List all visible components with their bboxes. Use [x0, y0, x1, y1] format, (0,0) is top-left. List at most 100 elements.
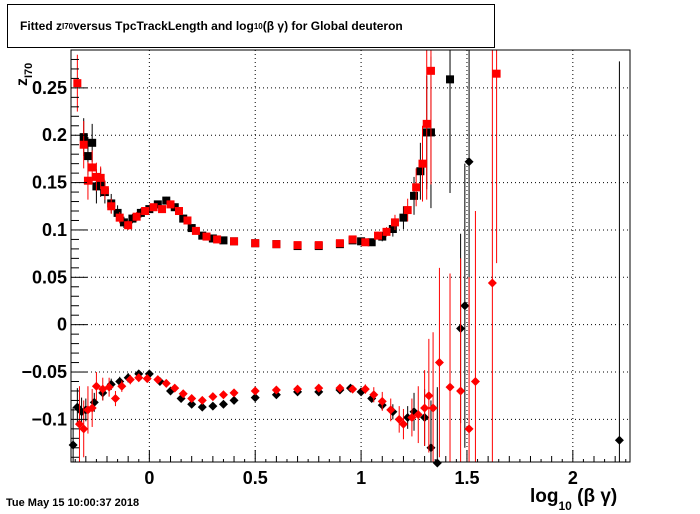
x-axis-label-sub: 10	[558, 499, 572, 513]
data-point-square	[136, 208, 145, 217]
data-point-square	[191, 226, 200, 235]
data-point-diamond	[428, 403, 438, 413]
data-point-square	[335, 239, 344, 248]
y-tick-label: −0.05	[21, 362, 67, 382]
data-point-square	[446, 75, 455, 84]
y-tick-label: 0.1	[42, 220, 67, 240]
data-point-square	[410, 191, 419, 200]
data-point-square	[79, 140, 88, 149]
data-point-square	[179, 214, 188, 223]
axes: 0 0.5 1 1.5 2 −0.1 −0.05 0 0.05 0.1 0.15 0.2 0.25	[21, 58, 627, 488]
data-point-square	[416, 167, 425, 176]
data-point-square	[198, 231, 207, 240]
data-point-square	[100, 186, 109, 195]
y-axis-label: zI70	[14, 63, 35, 86]
data-point-square	[388, 225, 397, 234]
data-point-square	[141, 207, 150, 216]
data-point-diamond	[134, 373, 144, 383]
data-point-square	[115, 213, 124, 222]
data-point-diamond	[104, 382, 114, 392]
y-axis-label-main: z	[14, 78, 31, 86]
data-point-diamond	[424, 391, 434, 401]
data-markers	[68, 50, 624, 468]
data-point-diamond	[229, 395, 239, 405]
data-point-diamond	[464, 157, 474, 167]
data-point-diamond	[348, 384, 358, 394]
data-point-square	[149, 203, 158, 212]
data-point-diamond	[293, 384, 303, 394]
data-point-diamond	[110, 394, 120, 404]
grid	[71, 50, 630, 462]
plot-frame	[70, 49, 631, 463]
data-point-diamond	[369, 390, 379, 400]
y-tick-label: 0.25	[32, 78, 67, 98]
data-point-diamond	[218, 399, 228, 409]
chart-title: Fitted z I70 versus TpcTrackLength and lo…	[7, 4, 495, 48]
data-point-square	[187, 224, 196, 233]
data-point-square	[314, 241, 323, 250]
data-point-square	[418, 159, 427, 168]
data-point-diamond	[398, 419, 408, 429]
data-point-diamond	[187, 399, 197, 409]
data-point-square	[390, 218, 399, 227]
data-point-diamond	[271, 385, 281, 395]
data-point-diamond	[360, 384, 370, 394]
data-point-diamond	[208, 401, 218, 411]
data-point-square	[492, 69, 501, 78]
data-point-square	[361, 238, 370, 247]
y-tick-label: 0.2	[42, 125, 67, 145]
data-point-diamond	[434, 358, 444, 368]
y-tick-label: −0.1	[31, 409, 67, 429]
data-point-diamond	[197, 402, 207, 412]
data-point-square	[378, 232, 387, 241]
data-point-diamond	[426, 443, 436, 453]
y-tick-label: 0.05	[32, 267, 67, 287]
title-middle: versus TpcTrackLength and log	[73, 19, 254, 33]
data-point-square	[412, 183, 421, 192]
data-point-diamond	[464, 424, 474, 434]
data-point-diamond	[87, 403, 97, 413]
data-point-diamond	[229, 388, 239, 398]
title-prefix: Fitted z	[20, 19, 62, 33]
data-point-diamond	[407, 412, 417, 422]
data-point-diamond	[187, 394, 197, 404]
data-point-diamond	[218, 390, 228, 400]
data-point-diamond	[420, 403, 430, 413]
data-point-square	[348, 235, 357, 244]
timestamp: Tue May 15 10:00:37 2018	[6, 497, 140, 509]
data-point-diamond	[197, 395, 207, 405]
series-2	[68, 50, 624, 468]
x-axis-label: log10 (β γ)	[530, 486, 617, 513]
data-point-square	[251, 239, 260, 248]
data-point-diamond	[432, 458, 442, 468]
data-point-square	[83, 176, 92, 185]
data-point-square	[158, 205, 167, 214]
data-point-diamond	[142, 374, 152, 384]
y-tick-label: 0	[57, 315, 67, 335]
data-point-square	[88, 163, 97, 172]
x-tick-label: 1	[356, 468, 366, 488]
data-point-square	[96, 173, 105, 182]
data-point-square	[399, 213, 408, 222]
data-point-square	[107, 202, 116, 211]
data-point-square	[170, 203, 179, 212]
data-point-diamond	[250, 393, 260, 403]
data-point-square	[73, 79, 82, 88]
data-point-square	[293, 241, 302, 250]
x-tick-label: 0.5	[243, 468, 268, 488]
data-point-diamond	[460, 301, 470, 311]
data-point-diamond	[445, 382, 455, 392]
data-point-square	[367, 238, 376, 247]
series-3	[74, 50, 497, 462]
data-point-square	[119, 218, 128, 227]
data-point-diamond	[117, 381, 127, 391]
data-point-square	[132, 212, 141, 221]
data-point-square	[213, 235, 222, 244]
data-point-diamond	[170, 383, 180, 393]
x-tick-label: 1.5	[454, 468, 479, 488]
data-point-square	[403, 206, 412, 215]
data-point-diamond	[250, 386, 260, 396]
title-sub2: 10	[253, 21, 263, 31]
